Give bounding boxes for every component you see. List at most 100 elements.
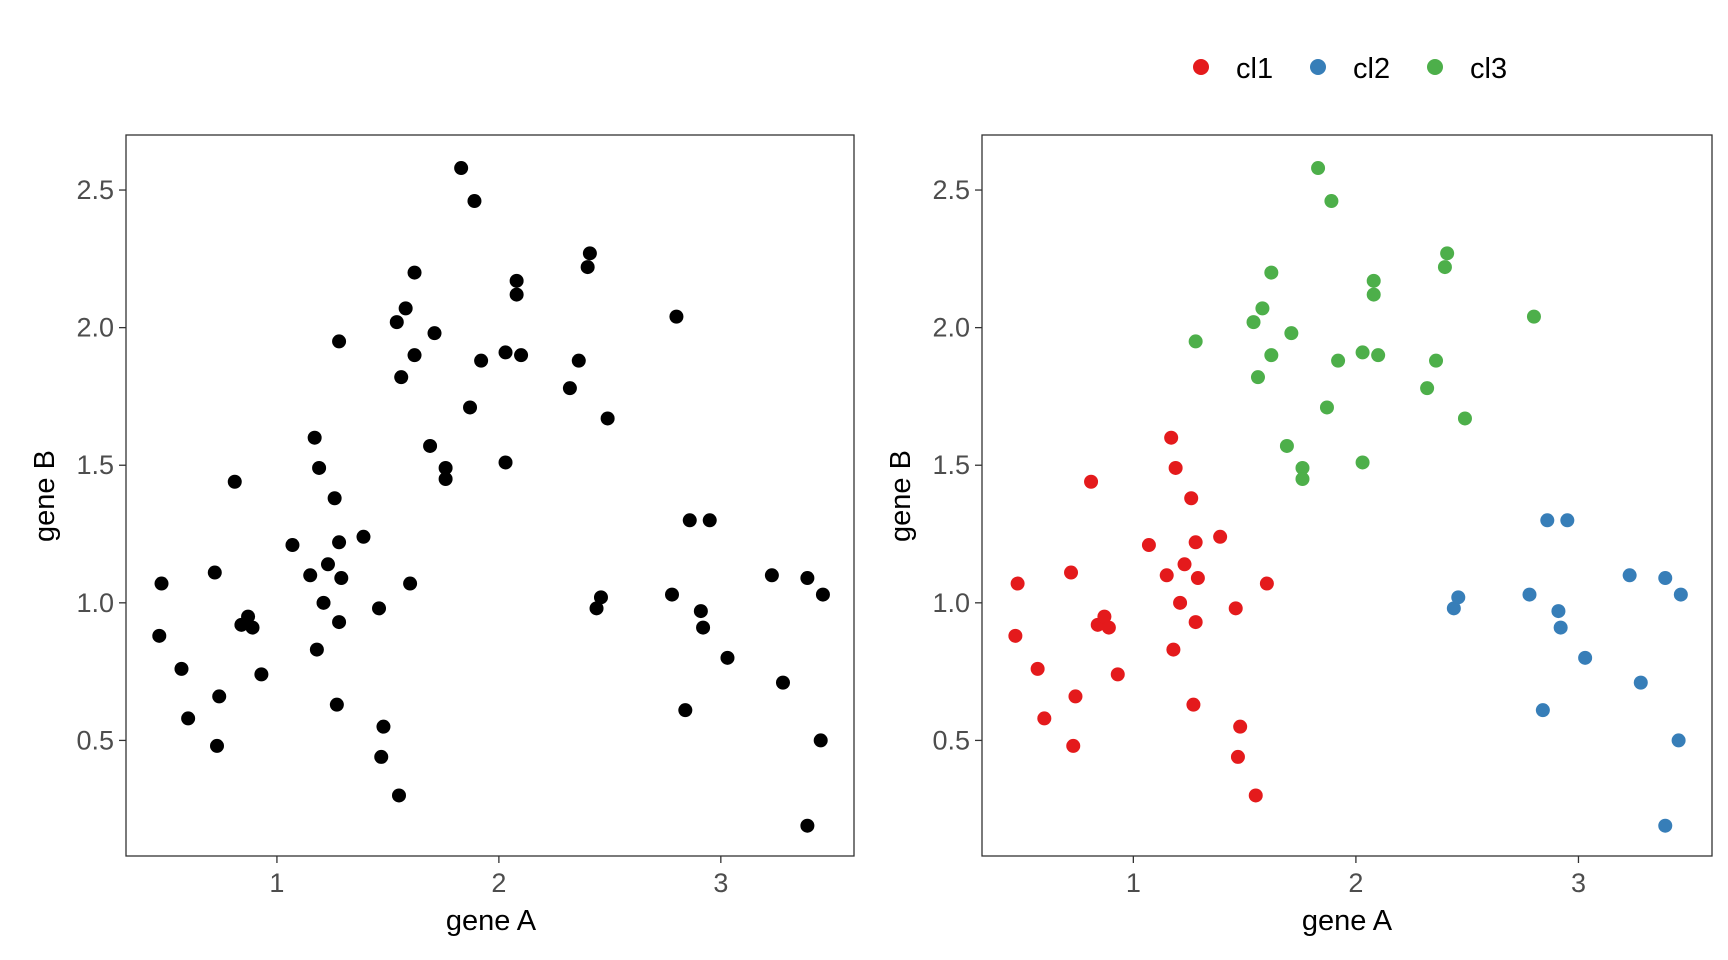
right-cl2-point	[1633, 675, 1648, 690]
left-panel-border	[125, 134, 855, 857]
left-data-point	[474, 353, 489, 368]
right-cl3-point	[1284, 326, 1299, 341]
left-data-point	[467, 194, 482, 209]
left-data-point	[438, 471, 453, 486]
left-data-point	[403, 576, 418, 591]
right-cl3-point	[1526, 309, 1541, 324]
right-cl1-point	[1259, 576, 1274, 591]
left-data-point	[800, 818, 815, 833]
right-cl3-point	[1324, 194, 1339, 209]
left-data-point	[241, 609, 256, 624]
right-cl1-point	[1177, 557, 1192, 572]
left-data-point	[423, 438, 438, 453]
right-cl3-point	[1295, 471, 1310, 486]
right-cl3-point	[1420, 381, 1435, 396]
right-cl2-point	[1560, 513, 1575, 528]
left-data-point	[254, 667, 269, 682]
left-data-point	[562, 381, 577, 396]
left-x-tick-label: 2	[491, 868, 506, 898]
left-data-point	[682, 513, 697, 528]
right-cl3-point	[1429, 353, 1444, 368]
left-data-point	[394, 370, 409, 385]
left-x-tick-label: 1	[269, 868, 284, 898]
left-data-point	[775, 675, 790, 690]
right-y-tick-label: 1.0	[932, 588, 970, 618]
left-data-point	[312, 460, 327, 475]
right-cl2-point	[1671, 733, 1686, 748]
left-y-tick-label: 1.0	[76, 588, 114, 618]
left-data-point	[329, 697, 344, 712]
legend-label-cl2: cl2	[1353, 53, 1390, 85]
left-data-point	[571, 353, 586, 368]
left-data-point	[320, 557, 335, 572]
left-data-point	[498, 455, 513, 470]
right-cl2-point	[1535, 703, 1550, 718]
left-data-point	[181, 711, 196, 726]
legend-marker-cl2	[1310, 59, 1326, 75]
left-data-point	[389, 315, 404, 330]
right-cl1-point	[1064, 565, 1079, 580]
left-data-point	[454, 161, 469, 176]
right-cl2-point	[1522, 587, 1537, 602]
left-data-point	[696, 620, 711, 635]
left-data-point	[152, 628, 167, 643]
left-data-point	[813, 733, 828, 748]
left-data-point	[600, 411, 615, 426]
left-data-point	[372, 601, 387, 616]
left-data-point	[427, 326, 442, 341]
left-y-tick-label: 0.5	[76, 725, 114, 755]
left-data-point	[582, 246, 597, 261]
right-cl1-point	[1233, 719, 1248, 734]
left-data-point	[678, 703, 693, 718]
legend-marker-cl1	[1193, 59, 1209, 75]
right-cl1-point	[1248, 788, 1263, 803]
right-y-tick-label: 2.5	[932, 175, 970, 205]
right-cl2-point	[1658, 818, 1673, 833]
right-cl1-point	[1008, 628, 1023, 643]
left-data-point	[815, 587, 830, 602]
left-y-axis-title: gene B	[29, 450, 61, 542]
right-y-tick-label: 1.5	[932, 450, 970, 480]
right-cl1-point	[1101, 620, 1116, 635]
right-cl1-point	[1166, 642, 1181, 657]
left-y-tick-label: 2.5	[76, 175, 114, 205]
right-cl2-point	[1540, 513, 1555, 528]
right-cl2-point	[1551, 604, 1566, 619]
right-cl1-point	[1110, 667, 1125, 682]
left-data-point	[327, 491, 342, 506]
left-data-point	[463, 400, 478, 415]
right-cl1-point	[1164, 430, 1179, 445]
right-cl3-point	[1366, 273, 1381, 288]
right-cl1-point	[1068, 689, 1083, 704]
right-cl2-point	[1451, 590, 1466, 605]
left-data-point	[514, 348, 529, 363]
left-data-point	[285, 538, 300, 553]
left-y-tick-label: 2.0	[76, 313, 114, 343]
right-cl2-point	[1446, 601, 1461, 616]
left-data-point	[438, 460, 453, 475]
right-cl3-point	[1264, 348, 1279, 363]
right-cl3-point	[1355, 455, 1370, 470]
left-data-point	[332, 334, 347, 349]
left-data-point	[316, 595, 331, 610]
left-data-point	[307, 430, 322, 445]
right-cl3-point	[1319, 400, 1334, 415]
left-data-point	[309, 642, 324, 657]
left-data-point	[509, 273, 524, 288]
right-cl3-point	[1440, 246, 1455, 261]
right-cl3-point	[1255, 301, 1270, 316]
left-data-point	[398, 301, 413, 316]
left-data-point	[227, 474, 242, 489]
right-x-axis-title: gene A	[1302, 905, 1393, 937]
right-cl1-point	[1037, 711, 1052, 726]
left-data-point	[665, 587, 679, 602]
right-cl3-point	[1371, 348, 1386, 363]
right-cl1-point	[1084, 474, 1099, 489]
right-cl1-point	[1213, 529, 1228, 544]
right-cl3-point	[1331, 353, 1346, 368]
left-data-point	[589, 601, 604, 616]
left-data-point	[764, 568, 779, 583]
left-data-point	[702, 513, 717, 528]
left-data-point	[174, 661, 189, 676]
